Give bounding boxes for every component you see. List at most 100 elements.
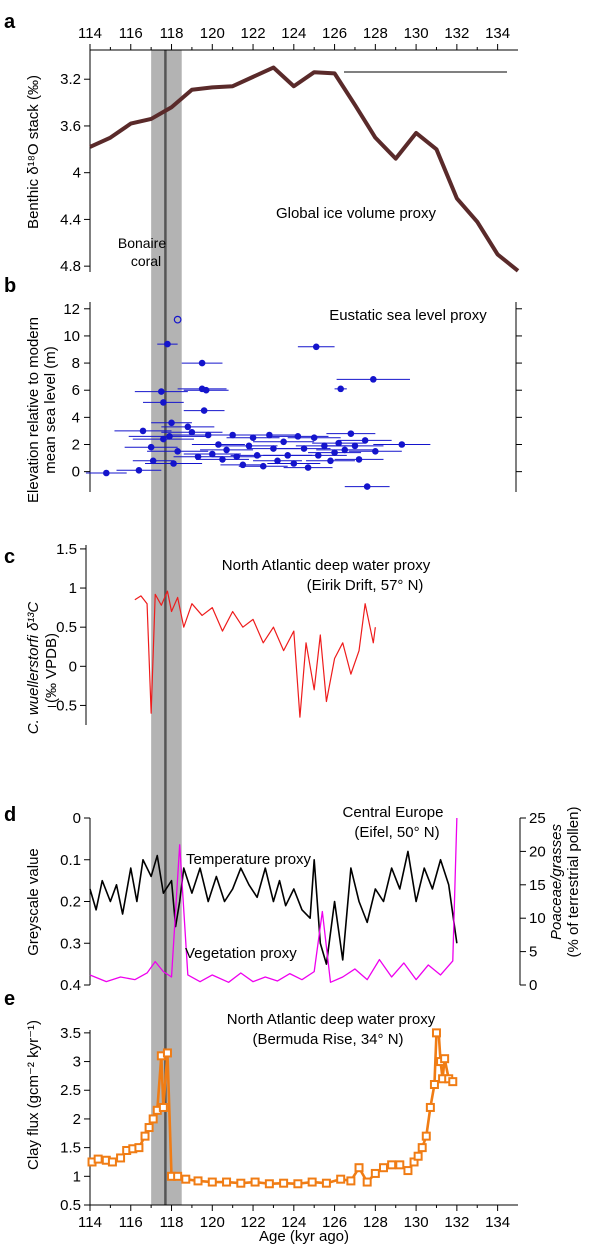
panel-letter-e: e (4, 988, 15, 1010)
y2label-panel-d-line1: Poaceae/grasses (548, 824, 565, 940)
sea-level-point (166, 433, 173, 440)
sea-level-point (274, 457, 281, 465)
y-tick-label: 2.5 (60, 1082, 81, 1099)
sea-level-point (363, 483, 371, 490)
y-tick-label: 4.8 (60, 258, 81, 275)
bottom-x-tick-label: 132 (444, 1214, 469, 1231)
top-x-tick-label: 114 (78, 25, 102, 42)
clay-flux-marker (222, 1177, 232, 1187)
sea-level-point (327, 457, 334, 465)
y-tick-label: 0 (73, 810, 81, 827)
sea-level-point (310, 434, 318, 442)
panel-letter-b: b (4, 275, 16, 297)
annotation-panel-c-line1: North Atlantic deep water proxy (222, 557, 431, 574)
bottom-x-tick-label: 120 (200, 1214, 225, 1231)
sea-level-point (369, 376, 377, 383)
clay-flux-marker (370, 1168, 380, 1178)
clay-flux-marker (448, 1077, 458, 1087)
y-tick-label: 12 (63, 301, 80, 318)
sea-level-point (304, 464, 312, 471)
sea-level-point (200, 407, 208, 414)
sea-level-point (158, 388, 165, 395)
sea-level-point (398, 441, 406, 448)
annotation-panel-d-line2: (Eifel, 50° N) (354, 824, 439, 841)
sea-level-point (321, 442, 328, 450)
bottom-x-tick-label: 130 (404, 1214, 429, 1231)
y-tick-label: 8 (72, 355, 80, 372)
sea-level-point (164, 340, 171, 348)
panel-d-eifel: 0 0.1 0.2 0.3 0.4 0 5 10 15 20 25 (60, 810, 546, 994)
clay-flux-marker (158, 1102, 168, 1112)
series-label-temperature: Temperature proxy (186, 851, 312, 868)
clay-flux-marker (307, 1177, 317, 1187)
y-tick-label: 0.5 (60, 1197, 81, 1214)
highlight-label-line1: Bonaire (118, 235, 166, 251)
top-x-tick-label: 128 (363, 25, 388, 42)
top-x-tick-label: 130 (404, 25, 429, 42)
annotation-panel-e-line1: North Atlantic deep water proxy (227, 1011, 436, 1028)
y-tick-label: 6 (72, 382, 80, 399)
y-tick-label: 4.4 (60, 211, 81, 228)
y2-tick-label: 25 (529, 810, 546, 827)
sea-level-point (219, 456, 226, 463)
sea-level-point (215, 441, 222, 448)
sea-level-point (202, 386, 210, 394)
x-axis-label: Age (kyr ago) (259, 1228, 349, 1245)
panel-letter-a: a (4, 11, 16, 33)
sea-level-point (290, 460, 298, 467)
y-tick-label: 2 (73, 1111, 81, 1128)
bottom-x-tick-label: 114 (78, 1214, 102, 1231)
sea-level-point (233, 453, 241, 461)
y-tick-label: 0.4 (60, 977, 81, 994)
top-x-tick-label: 132 (444, 25, 469, 42)
series-line-temperature (89, 850, 458, 965)
clay-flux-marker (387, 1160, 397, 1170)
y2-tick-label: 10 (529, 910, 546, 927)
sea-level-point (208, 450, 216, 458)
y-tick-label: 0 (69, 658, 77, 675)
panel-letter-c: c (4, 546, 15, 568)
sea-level-point (160, 435, 167, 443)
sea-level-point (259, 462, 267, 470)
panel-b-sea-level: 0 2 4 6 8 10 12 (63, 301, 522, 492)
sea-level-point (239, 461, 247, 469)
clay-flux-marker (279, 1178, 289, 1188)
y-tick-label: 3 (73, 1054, 81, 1071)
sea-level-point (188, 428, 196, 436)
clay-flux-marker (362, 1177, 372, 1187)
y2label-panel-d-line2: (% of terrestrial pollen) (565, 807, 582, 958)
y2-tick-label: 0 (529, 977, 537, 994)
y-tick-label: 4 (73, 165, 81, 182)
panel-e-bermuda-rise: 0.5 1 1.5 2 2.5 3 3.5 (60, 1025, 458, 1214)
y-tick-label: 3.2 (60, 71, 81, 88)
sea-level-point (280, 438, 287, 446)
bottom-x-tick-label: 116 (119, 1214, 143, 1231)
y-tick-label: 1 (69, 580, 77, 597)
clay-flux-marker (250, 1177, 260, 1187)
sea-level-point (170, 460, 177, 467)
panel-a-ice-volume: 3.2 3.6 4 4.4 4.8 (60, 50, 520, 275)
y-tick-label: 3.5 (60, 1025, 81, 1042)
clay-flux-marker (429, 1080, 439, 1090)
y2-tick-label: 15 (529, 877, 546, 894)
sea-level-point (103, 469, 110, 477)
clay-flux-marker (93, 1154, 103, 1164)
clay-flux-marker (321, 1178, 331, 1188)
sea-level-point (355, 456, 363, 463)
sea-level-point (223, 446, 230, 454)
clay-flux-marker (193, 1176, 203, 1186)
clay-flux-marker (236, 1178, 246, 1188)
highlight-label-line2: coral (131, 253, 161, 269)
series-label-vegetation: Vegetation proxy (185, 945, 297, 962)
ylabel-panel-d: Greyscale value (25, 848, 42, 956)
series-line-ice-volume (89, 65, 520, 273)
sea-level-point (341, 446, 349, 454)
panel-letter-d: d (4, 804, 16, 826)
clay-flux-marker (440, 1054, 450, 1064)
sea-level-point (139, 427, 147, 435)
sea-level-point (331, 449, 338, 456)
bottom-x-tick-label: 122 (241, 1214, 266, 1231)
top-x-tick-label: 118 (160, 25, 184, 42)
y-tick-label: 2 (72, 437, 80, 454)
